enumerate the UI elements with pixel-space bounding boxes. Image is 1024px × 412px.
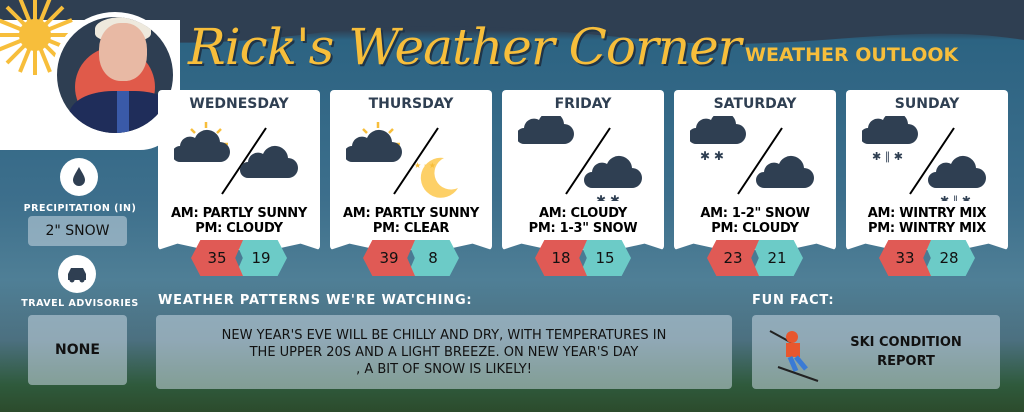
pm-forecast: PM: WINTRY MIX [868, 221, 986, 236]
divider-slash [393, 127, 439, 195]
clear-night-icon: ★ · ★ [414, 157, 458, 198]
cloudy-icon [518, 116, 574, 144]
day-label: SUNDAY [894, 96, 960, 112]
car-icon [58, 255, 96, 293]
am-forecast: AM: CLOUDY [539, 206, 627, 221]
fun-fact-text: SKI CONDITION REPORT [850, 333, 962, 371]
snow-icon: ✱ ✱ [584, 155, 642, 201]
wintry-mix-icon: ✱ ∥ ✱ [862, 116, 918, 163]
divider-slash [565, 127, 611, 195]
temperature-badge: 15 18 [535, 240, 631, 276]
low-temp: 28 [923, 240, 975, 276]
svg-text:★ · ★: ★ · ★ [414, 161, 436, 170]
travel-advisories-label: TRAVEL ADVISORIES [21, 298, 139, 309]
am-forecast: AM: PARTLY SUNNY [171, 206, 307, 221]
forecast-icons: ✱ ∥ ✱ ✱ ∥ ✱ [862, 116, 986, 201]
low-temp: 21 [751, 240, 803, 276]
snow-icon: ✱ ✱ [690, 116, 746, 163]
pm-forecast: PM: CLOUDY [711, 221, 799, 236]
temperature-badge: 8 39 [363, 240, 459, 276]
temperature-badge: 19 35 [191, 240, 287, 276]
divider-slash [909, 127, 955, 195]
sky-wave [0, 0, 1024, 44]
partly-sunny-icon [346, 122, 402, 162]
svg-text:✱ ∥ ✱: ✱ ∥ ✱ [872, 150, 903, 163]
day-label: THURSDAY [368, 96, 454, 112]
forecast-card-sunday: SUNDAY ✱ ∥ ✱ ✱ ∥ ✱ AM: WINTRY MIX PM: WI… [846, 90, 1008, 250]
precipitation-value: 2" SNOW [28, 216, 127, 246]
forecast-card-thursday: THURSDAY ★ · ★ AM: PARTLY SUNNY PM: CLEA… [330, 90, 492, 250]
forecast-card-friday: FRIDAY ✱ ✱ AM: CLOUDY PM: 1-3" SNOW [502, 90, 664, 250]
high-temp: 18 [535, 240, 587, 276]
cloudy-icon [756, 155, 814, 188]
fun-fact-box: SKI CONDITION REPORT [752, 315, 1000, 389]
day-label: WEDNESDAY [189, 96, 289, 112]
divider-slash [737, 127, 783, 195]
high-temp: 39 [363, 240, 415, 276]
pm-forecast: PM: CLEAR [372, 221, 450, 236]
pm-forecast: PM: CLOUDY [195, 221, 283, 236]
patterns-line: THE UPPER 20S AND A LIGHT BREEZE. ON NEW… [249, 344, 639, 360]
day-label: FRIDAY [554, 96, 612, 112]
page-title: Rick's Weather Corner [188, 18, 742, 76]
day-label: SATURDAY [713, 96, 797, 112]
fun-fact-heading: FUN FACT: [752, 293, 835, 308]
partly-sunny-icon [174, 122, 230, 162]
wintry-mix-icon: ✱ ∥ ✱ [928, 155, 986, 201]
cloudy-icon [240, 145, 298, 178]
forecast-icons: ✱ ✱ [518, 116, 642, 201]
weather-patterns-heading: WEATHER PATTERNS WE'RE WATCHING: [158, 293, 473, 308]
high-temp: 33 [879, 240, 931, 276]
high-temp: 23 [707, 240, 759, 276]
forecast-icons: ✱ ✱ [690, 116, 814, 195]
temperature-badge: 28 33 [879, 240, 975, 276]
temperature-badge: 21 23 [707, 240, 803, 276]
forecast-card-wednesday: WEDNESDAY AM: PARTLY SUNNY PM: CLOUDY [158, 90, 320, 250]
weather-outlook-heading: WEATHER OUTLOOK [745, 44, 959, 66]
avatar [52, 12, 178, 138]
high-temp: 35 [191, 240, 243, 276]
precipitation-icon [60, 158, 98, 196]
am-forecast: AM: WINTRY MIX [867, 206, 987, 221]
am-forecast: AM: PARTLY SUNNY [343, 206, 479, 221]
pm-forecast: PM: 1-3" SNOW [528, 221, 638, 236]
fun-fact-line: SKI CONDITION [850, 335, 962, 350]
divider-slash [221, 127, 267, 195]
forecast-icons: ★ · ★ [346, 122, 458, 198]
forecast-card-saturday: SATURDAY ✱ ✱ AM: 1-2" SNOW PM: CLOUDY [674, 90, 836, 250]
skier-icon [769, 330, 819, 382]
svg-text:✱ ✱: ✱ ✱ [596, 193, 620, 201]
travel-advisories-value: NONE [28, 315, 127, 385]
am-forecast: AM: 1-2" SNOW [700, 206, 810, 221]
low-temp: 15 [579, 240, 631, 276]
patterns-line: NEW YEAR'S EVE WILL BE CHILLY AND DRY, W… [221, 327, 667, 343]
weather-patterns-text: NEW YEAR'S EVE WILL BE CHILLY AND DRY, W… [156, 315, 732, 389]
precipitation-label: PRECIPITATION (IN) [23, 203, 137, 214]
fun-fact-line: REPORT [877, 354, 935, 369]
svg-text:✱ ∥ ✱: ✱ ∥ ✱ [940, 194, 971, 201]
svg-text:✱ ✱: ✱ ✱ [700, 149, 724, 163]
low-temp: 19 [235, 240, 287, 276]
patterns-line: , A BIT OF SNOW IS LIKELY! [356, 361, 532, 377]
sun-icon [0, 0, 75, 75]
low-temp: 8 [407, 240, 459, 276]
forecast-icons [174, 122, 298, 195]
